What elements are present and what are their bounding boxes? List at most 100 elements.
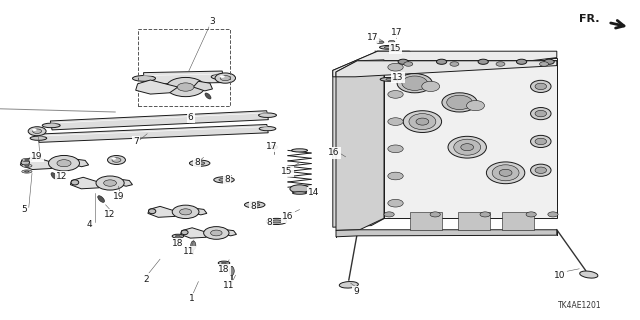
Ellipse shape (271, 220, 282, 223)
Ellipse shape (219, 178, 229, 181)
Polygon shape (333, 51, 557, 77)
Ellipse shape (42, 123, 60, 128)
Text: 1: 1 (189, 294, 195, 303)
Circle shape (388, 172, 403, 180)
Ellipse shape (205, 93, 211, 99)
Circle shape (177, 83, 194, 91)
Text: 15: 15 (390, 44, 401, 52)
Polygon shape (222, 229, 237, 236)
Text: 15: 15 (281, 167, 292, 176)
Ellipse shape (172, 234, 184, 238)
Ellipse shape (486, 162, 525, 184)
Ellipse shape (290, 185, 309, 193)
Text: 12: 12 (56, 172, 67, 181)
Circle shape (211, 230, 222, 236)
Polygon shape (336, 230, 557, 237)
Ellipse shape (535, 110, 547, 117)
Polygon shape (148, 206, 179, 217)
Circle shape (540, 62, 548, 66)
Ellipse shape (580, 271, 598, 278)
Circle shape (166, 77, 205, 97)
Polygon shape (336, 60, 384, 230)
Ellipse shape (71, 180, 79, 185)
Ellipse shape (21, 160, 29, 165)
Text: 7: 7 (134, 137, 139, 146)
Ellipse shape (531, 135, 551, 148)
Text: TK4AE1201: TK4AE1201 (558, 301, 602, 310)
Polygon shape (71, 159, 89, 167)
Circle shape (96, 176, 124, 190)
Ellipse shape (386, 78, 392, 80)
Text: 8: 8 (266, 218, 271, 227)
Circle shape (404, 62, 413, 66)
Polygon shape (51, 111, 268, 130)
Circle shape (544, 59, 554, 64)
Text: 6: 6 (188, 113, 193, 122)
Text: 5: 5 (22, 205, 27, 214)
Polygon shape (70, 177, 104, 189)
Circle shape (388, 145, 403, 153)
Ellipse shape (531, 108, 551, 120)
Ellipse shape (531, 164, 551, 176)
Circle shape (436, 59, 447, 64)
Ellipse shape (448, 136, 486, 158)
Text: 17: 17 (266, 142, 277, 151)
Ellipse shape (22, 158, 32, 162)
Circle shape (480, 212, 490, 217)
Circle shape (220, 76, 230, 81)
Ellipse shape (380, 45, 399, 49)
Polygon shape (192, 208, 207, 215)
Ellipse shape (98, 196, 104, 202)
Text: 2: 2 (143, 275, 148, 284)
Text: 18: 18 (218, 265, 230, 274)
Ellipse shape (259, 113, 276, 117)
Circle shape (112, 158, 121, 162)
Polygon shape (20, 157, 57, 170)
Ellipse shape (25, 159, 29, 161)
Ellipse shape (499, 169, 512, 176)
Ellipse shape (397, 74, 433, 93)
Ellipse shape (30, 136, 47, 140)
Text: 9: 9 (353, 287, 358, 296)
Polygon shape (378, 51, 557, 205)
Circle shape (49, 156, 79, 171)
Circle shape (388, 118, 403, 125)
Text: 14: 14 (308, 188, 319, 197)
Text: 16: 16 (328, 148, 340, 157)
Ellipse shape (467, 100, 484, 111)
Ellipse shape (211, 74, 234, 80)
Ellipse shape (535, 138, 547, 145)
Polygon shape (333, 51, 410, 227)
Text: 8: 8 (251, 202, 256, 211)
Ellipse shape (422, 81, 440, 92)
Circle shape (450, 62, 459, 66)
Circle shape (548, 212, 558, 217)
Ellipse shape (384, 46, 394, 48)
Ellipse shape (132, 76, 156, 81)
Ellipse shape (531, 80, 551, 92)
Bar (138, 29, 230, 106)
Ellipse shape (339, 282, 358, 288)
Text: FR.: FR. (579, 13, 600, 24)
Ellipse shape (22, 170, 32, 173)
Ellipse shape (259, 127, 276, 131)
Ellipse shape (388, 41, 395, 43)
Text: 10: 10 (554, 271, 566, 280)
Ellipse shape (461, 144, 474, 151)
Ellipse shape (535, 83, 547, 90)
Circle shape (526, 212, 536, 217)
Circle shape (478, 59, 488, 64)
Circle shape (111, 157, 116, 160)
Ellipse shape (250, 203, 260, 206)
Circle shape (32, 129, 36, 131)
Circle shape (388, 199, 403, 207)
Circle shape (516, 59, 527, 64)
Ellipse shape (403, 111, 442, 132)
Circle shape (220, 75, 225, 78)
Circle shape (496, 62, 505, 66)
Ellipse shape (292, 149, 308, 152)
Ellipse shape (376, 41, 384, 44)
Ellipse shape (148, 209, 156, 214)
Circle shape (108, 156, 125, 164)
Text: 13: 13 (392, 73, 404, 82)
